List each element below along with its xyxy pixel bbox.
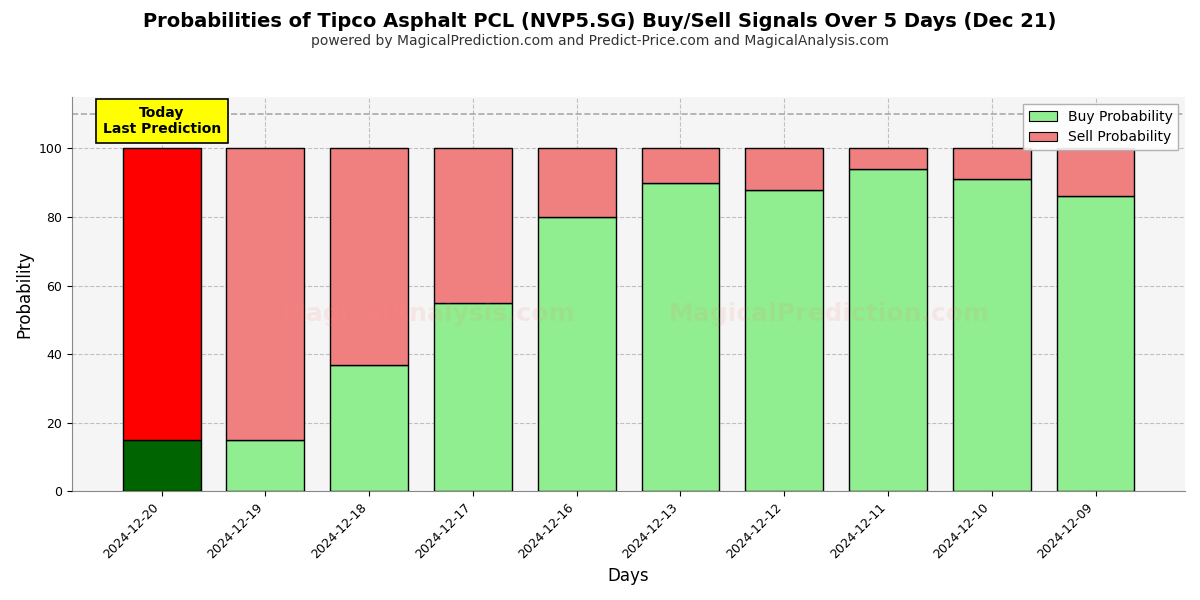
Bar [850, 148, 926, 169]
Legend: Buy Probability, Sell Probability: Buy Probability, Sell Probability [1024, 104, 1178, 150]
Bar [642, 148, 719, 183]
Bar [434, 303, 512, 491]
Text: MagicalPrediction.com: MagicalPrediction.com [668, 302, 990, 326]
Bar [745, 190, 823, 491]
Bar [538, 217, 616, 491]
Text: powered by MagicalPrediction.com and Predict-Price.com and MagicalAnalysis.com: powered by MagicalPrediction.com and Pre… [311, 34, 889, 48]
Bar [850, 169, 926, 491]
Bar [122, 440, 200, 491]
Bar [1056, 148, 1134, 196]
Bar [330, 148, 408, 365]
Bar [538, 148, 616, 217]
Bar [1056, 196, 1134, 491]
Bar [227, 148, 305, 440]
Text: Probabilities of Tipco Asphalt PCL (NVP5.SG) Buy/Sell Signals Over 5 Days (Dec 2: Probabilities of Tipco Asphalt PCL (NVP5… [143, 12, 1057, 31]
Bar [330, 365, 408, 491]
Bar [953, 179, 1031, 491]
Y-axis label: Probability: Probability [16, 250, 34, 338]
Bar [642, 183, 719, 491]
Text: MagicalAnalysis.com: MagicalAnalysis.com [281, 302, 575, 326]
Text: Today
Last Prediction: Today Last Prediction [102, 106, 221, 136]
X-axis label: Days: Days [607, 567, 649, 585]
Bar [434, 148, 512, 303]
Bar [122, 148, 200, 440]
Bar [227, 440, 305, 491]
Bar [953, 148, 1031, 179]
Bar [745, 148, 823, 190]
